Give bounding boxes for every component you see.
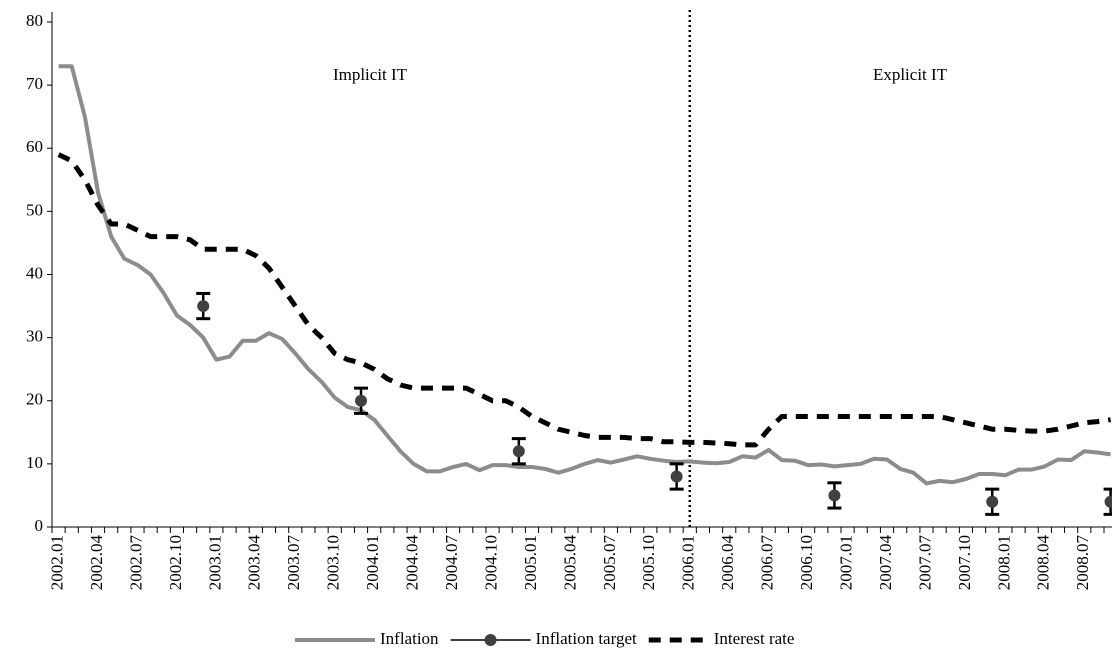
x-tick-label: 2005.10 (639, 535, 658, 590)
legend-label: Inflation target (536, 629, 637, 648)
target-point (197, 300, 210, 313)
x-tick-label: 2008.04 (1034, 535, 1053, 591)
line-0 (58, 64, 1111, 486)
y-tick-label: 10 (26, 453, 43, 472)
y-tick-label: 0 (35, 516, 44, 535)
x-tick-label: 2002.10 (166, 535, 185, 590)
x-tick-label: 2002.04 (87, 535, 106, 591)
error-bar (985, 487, 1000, 516)
target-point (512, 445, 525, 458)
x-tick-label: 2004.01 (363, 535, 382, 590)
target-point (670, 470, 683, 483)
x-tick-label: 2007.04 (876, 535, 895, 591)
target-point (828, 489, 841, 502)
target-point (986, 495, 999, 508)
y-tick-label: 80 (26, 11, 43, 30)
line-2 (57, 152, 1111, 448)
x-tick-label: 2003.07 (284, 535, 303, 591)
target-point (1104, 495, 1112, 508)
legend-label: Interest rate (714, 629, 795, 648)
x-tick-label: 2008.07 (1073, 535, 1092, 591)
error-bar (827, 481, 842, 510)
x-tick-label: 2004.10 (481, 535, 500, 590)
error-bar (511, 437, 526, 466)
x-tick-label: 2006.10 (797, 535, 816, 590)
error-bar (1103, 487, 1112, 516)
legend-marker (484, 634, 497, 646)
y-tick-label: 70 (26, 74, 43, 93)
y-tick-label: 50 (26, 200, 43, 219)
x-tick-label: 2002.07 (126, 535, 145, 591)
error-bar (196, 291, 211, 321)
x-tick-label: 2005.01 (521, 535, 540, 590)
y-tick-label: 30 (26, 327, 43, 346)
x-tick-label: 2004.07 (442, 535, 461, 591)
x-tick-label: 2006.04 (718, 535, 737, 591)
y-tick-label: 20 (26, 390, 43, 409)
x-tick-label: 2003.04 (245, 535, 264, 591)
error-bar (354, 386, 369, 415)
x-tick-label: 2008.01 (994, 535, 1013, 590)
error-bar (669, 462, 684, 491)
y-tick-label: 40 (26, 263, 43, 282)
x-tick-label: 2007.07 (915, 535, 934, 591)
target-point (355, 394, 368, 407)
x-tick-label: 2003.10 (324, 535, 343, 590)
x-tick-label: 2005.04 (560, 535, 579, 591)
x-tick-label: 2005.07 (600, 535, 619, 591)
x-tick-label: 2004.04 (403, 535, 422, 591)
x-tick-label: 2007.01 (836, 535, 855, 590)
x-tick-label: 2003.01 (205, 535, 224, 590)
legend-label: Inflation (380, 629, 439, 648)
x-tick-label: 2007.10 (955, 535, 974, 590)
annotation: Explicit IT (873, 65, 948, 84)
x-tick-label: 2006.01 (679, 535, 698, 590)
x-tick-label: 2002.01 (47, 535, 66, 590)
annotation: Implicit IT (333, 65, 408, 84)
x-tick-label: 2006.07 (758, 535, 777, 591)
y-tick-label: 60 (26, 137, 43, 156)
